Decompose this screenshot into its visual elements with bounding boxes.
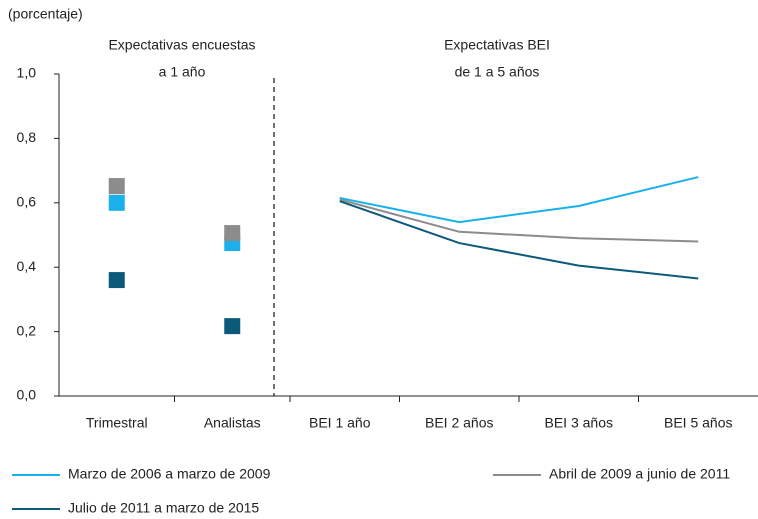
panel-title: de 1 a 5 años	[455, 64, 540, 80]
x-tick-label: Trimestral	[86, 415, 148, 431]
x-tick-label: BEI 1 año	[309, 415, 371, 431]
panel-title: Expectativas BEI	[444, 37, 550, 53]
panel-title: Expectativas encuestas	[108, 37, 255, 53]
line	[339, 198, 699, 243]
legend-label: Abril de 2009 a junio de 2011	[549, 466, 730, 482]
marker	[224, 225, 241, 242]
panel-title: a 1 año	[159, 64, 206, 80]
x-tick-label: BEI 2 años	[425, 415, 494, 431]
y-tick-label: 0,2	[17, 322, 37, 338]
x-tick-label: BEI 3 años	[545, 415, 614, 431]
y-axis-label: (porcentaje)	[8, 6, 83, 22]
line	[339, 200, 699, 280]
marker	[224, 318, 241, 335]
legend-label: Marzo de 2006 a marzo de 2009	[68, 466, 271, 482]
x-tick-label: BEI 5 años	[664, 415, 733, 431]
line	[339, 176, 699, 224]
marker	[108, 178, 125, 195]
y-tick-label: 0,4	[17, 258, 37, 274]
y-tick-label: 0,6	[17, 194, 37, 210]
marker	[108, 272, 125, 289]
y-tick-label: 0,0	[17, 387, 37, 403]
marker	[108, 194, 125, 211]
legend-label: Julio de 2011 a marzo de 2015	[68, 500, 259, 516]
y-tick-label: 1,0	[17, 65, 37, 81]
x-tick-label: Analistas	[204, 415, 261, 431]
y-tick-label: 0,8	[17, 129, 37, 145]
